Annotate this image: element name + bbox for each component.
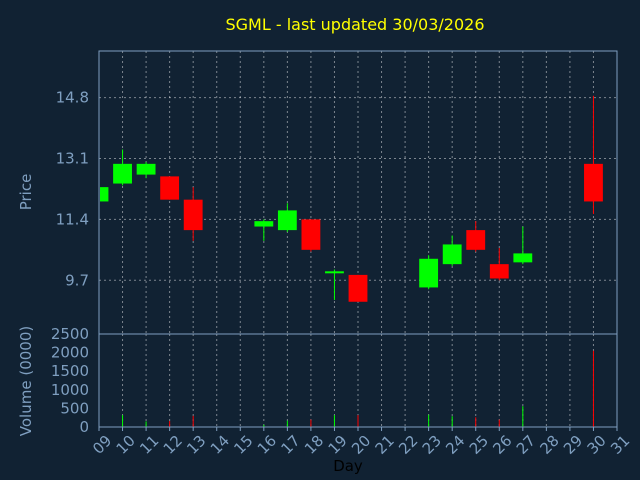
x-tick-label: 28 xyxy=(536,432,562,458)
volume-tick-label: 1500 xyxy=(51,362,89,380)
x-tick-label: 13 xyxy=(183,432,209,458)
x-tick-label: 22 xyxy=(395,432,421,458)
candle-body xyxy=(584,163,603,202)
chart-title: SGML - last updated 30/03/2026 xyxy=(226,15,485,34)
x-tick-label: 17 xyxy=(277,432,303,458)
candle-body xyxy=(113,163,132,184)
x-tick-label: 25 xyxy=(466,432,492,458)
x-tick-label: 27 xyxy=(513,432,539,458)
price-axis-label: Price xyxy=(17,174,35,211)
volume-tick-label: 500 xyxy=(60,399,89,417)
candle-body xyxy=(513,253,533,263)
x-tick-label: 26 xyxy=(489,432,515,458)
x-tick-label: 10 xyxy=(113,432,139,458)
candle-body xyxy=(348,274,368,302)
candle-body xyxy=(183,199,203,231)
x-tick-label: 14 xyxy=(207,432,233,458)
x-tick-label: 20 xyxy=(348,432,374,458)
x-tick-label: 21 xyxy=(372,432,398,458)
candle-body xyxy=(100,187,109,202)
x-tick-label: 11 xyxy=(136,432,162,458)
candle-body xyxy=(466,230,486,250)
x-tick-label: 16 xyxy=(254,432,280,458)
price-tick-label: 13.1 xyxy=(56,149,89,167)
x-tick-label: 29 xyxy=(560,432,586,458)
price-tick-label: 9.7 xyxy=(65,271,89,289)
candle-body xyxy=(160,176,180,200)
volume-tick-label: 0 xyxy=(79,418,89,436)
candle-body xyxy=(419,258,439,288)
candle-body xyxy=(254,221,274,227)
x-axis-label: Day xyxy=(333,457,363,475)
volume-tick-label: 1000 xyxy=(51,381,89,399)
x-tick-label: 19 xyxy=(325,432,351,458)
candle-body xyxy=(136,163,156,175)
volume-tick-label: 2000 xyxy=(51,344,89,362)
volume-tick-label: 2500 xyxy=(51,325,89,343)
candle-body xyxy=(325,271,344,274)
x-tick-label: 24 xyxy=(442,432,468,458)
candle-body xyxy=(489,264,509,279)
volume-axis-label: Volume (0000) xyxy=(17,326,35,436)
x-tick-label: 09 xyxy=(89,432,115,458)
candle-body xyxy=(442,244,462,265)
price-panel: 9.7 11.4 13.1 14.8 xyxy=(56,50,618,335)
candle-body xyxy=(301,219,321,250)
x-tick-label: 31 xyxy=(607,432,633,458)
x-tick-label: 18 xyxy=(301,432,327,458)
price-tick-label: 14.8 xyxy=(56,89,89,107)
x-tick-label: 23 xyxy=(419,432,445,458)
x-tick-label: 15 xyxy=(230,432,256,458)
x-tick-label: 12 xyxy=(160,432,186,458)
x-tick-label: 30 xyxy=(584,432,610,458)
candle-body xyxy=(277,210,297,231)
price-tick-label: 11.4 xyxy=(56,210,89,228)
